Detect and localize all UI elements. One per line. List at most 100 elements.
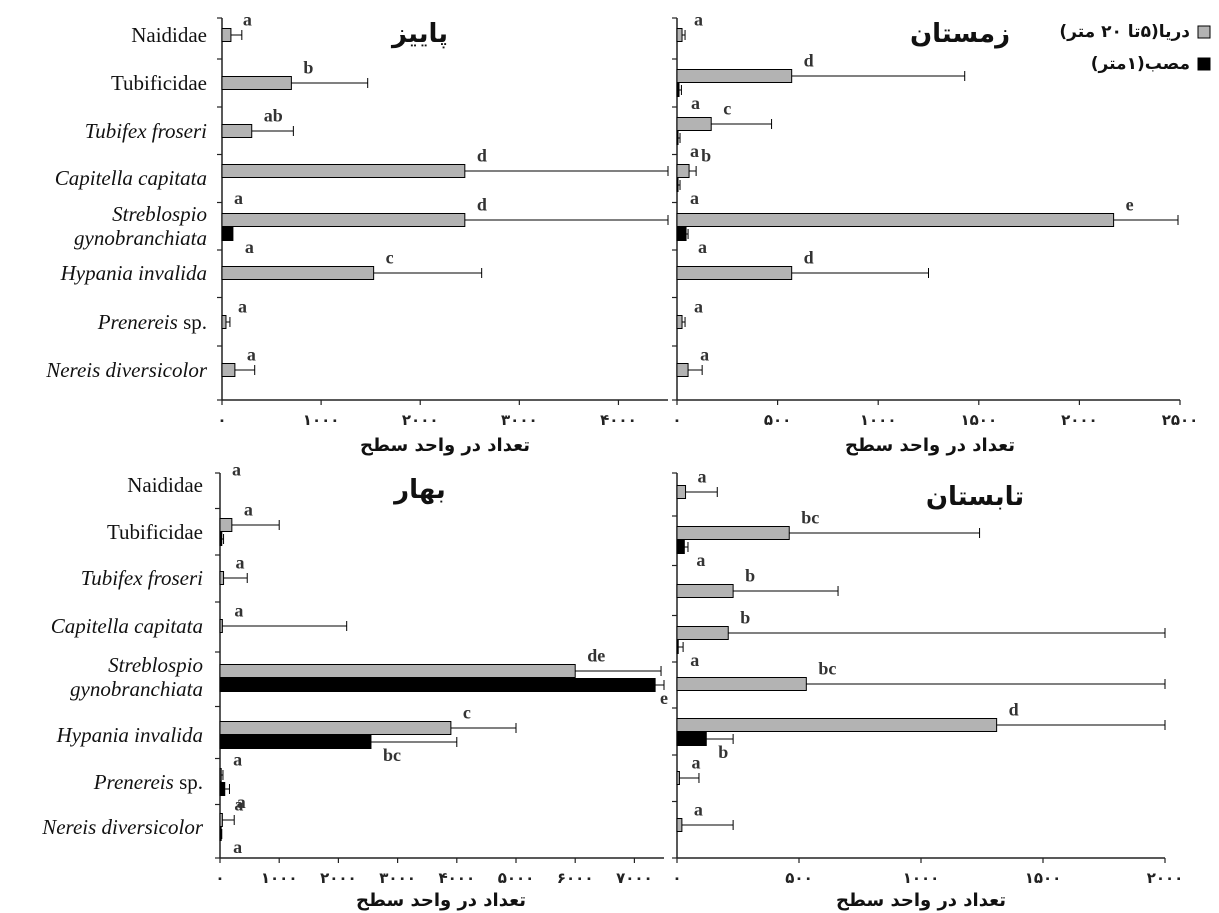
bar — [676, 315, 683, 329]
taxon-label: Naididae — [127, 473, 203, 497]
significance-letter: a — [691, 753, 700, 773]
taxon-name: Tubificidae — [111, 71, 207, 95]
taxon-label: Streblospio — [112, 202, 207, 226]
significance-letter: c — [386, 248, 394, 268]
bar — [676, 818, 683, 832]
significance-letter: a — [694, 297, 703, 317]
bar — [676, 640, 679, 654]
bar — [221, 227, 234, 241]
bar — [221, 28, 232, 42]
bar — [221, 164, 466, 178]
bar — [676, 227, 687, 241]
significance-letter: a — [694, 800, 703, 820]
x-tick-label: ۴۰۰۰ — [600, 411, 637, 429]
taxon-suffix: sp. — [178, 310, 207, 334]
taxon-name: Hypania invalida — [60, 261, 207, 285]
significance-letter: a — [690, 650, 699, 670]
taxon-label: Tubifex froseri — [81, 566, 203, 590]
taxon-label: Tubificidae — [111, 71, 207, 95]
significance-letter: a — [243, 10, 252, 30]
significance-letter: a — [236, 553, 245, 573]
bar — [676, 584, 734, 598]
taxon-name: Prenereis — [97, 310, 178, 334]
significance-letter: a — [233, 837, 242, 857]
bar — [219, 532, 223, 546]
significance-letter: b — [718, 742, 728, 762]
significance-letter: b — [303, 58, 313, 78]
significance-letter: d — [477, 195, 487, 215]
bar — [219, 813, 223, 827]
taxon-label: Prenereis sp. — [97, 310, 207, 334]
taxon-label: Prenereis sp. — [93, 770, 203, 794]
significance-letter: a — [690, 188, 699, 208]
significance-letter: a — [244, 500, 253, 520]
bar — [676, 540, 685, 554]
significance-letter: de — [587, 646, 605, 666]
x-tick-label: ۰ — [217, 411, 226, 429]
x-tick-label: ۱۰۰۰ — [903, 869, 940, 887]
bar — [219, 678, 656, 692]
significance-letter: ab — [264, 106, 283, 126]
x-tick-label: ۱۵۰۰ — [1025, 869, 1062, 887]
x-tick-label: ۵۰۰ — [785, 869, 812, 887]
legend-swatch — [1197, 57, 1211, 71]
taxon-label: Capitella capitata — [51, 614, 203, 638]
x-tick-label: ۲۵۰۰ — [1162, 411, 1199, 429]
significance-letter: a — [700, 345, 709, 365]
bar — [676, 28, 683, 42]
bar — [676, 266, 793, 280]
taxon-name: Nereis diversicolor — [45, 358, 208, 382]
x-axis-label: تعداد در واحد سطح — [360, 435, 530, 456]
panel-title: زمستان — [910, 19, 1010, 49]
bar — [219, 619, 223, 633]
panel-title: بهار — [392, 475, 446, 505]
taxon-name: Tubificidae — [107, 520, 203, 544]
bar — [221, 315, 227, 329]
x-tick-label: ۱۰۰۰ — [261, 869, 298, 887]
taxon-label: Hypania invalida — [60, 261, 207, 285]
significance-letter: a — [238, 297, 247, 317]
taxon-name: Tubifex froseri — [85, 119, 207, 143]
bar — [221, 266, 375, 280]
bar — [676, 363, 689, 377]
taxon-name: Hypania invalida — [56, 723, 203, 747]
x-axis-label: تعداد در واحد سطح — [356, 890, 526, 911]
panel-1: ۰ ۱۰۰۰ ۲۰۰۰ ۳۰۰۰ ۴۰۰۰ پاییز تعداد در واحد سطح a… — [217, 10, 669, 456]
taxon-name: Naididae — [127, 473, 203, 497]
taxon-label: Nereis diversicolor — [41, 815, 204, 839]
significance-letter: d — [1009, 700, 1019, 720]
bar — [219, 518, 233, 532]
taxon-label: Tubificidae — [107, 520, 203, 544]
x-axis-label: تعداد در واحد سطح — [845, 435, 1015, 456]
panel-title: تابستان — [926, 482, 1024, 512]
bar — [676, 69, 793, 83]
bar — [221, 124, 253, 138]
taxa-labels-2: Naididae Tubificidae Tubifex froseri Capite… — [41, 473, 204, 839]
x-tick-label: ۷۰۰۰ — [616, 869, 653, 887]
bar — [676, 771, 680, 785]
panel-3: ۰ ۱۰۰۰ ۲۰۰۰ ۳۰۰۰ ۴۰۰۰ ۵۰۰۰ ۶۰۰۰ ۷۰۰۰ بهار تعداد د… — [215, 460, 668, 911]
bar — [676, 213, 1115, 227]
taxon-label: Nereis diversicolor — [45, 358, 208, 382]
bar — [221, 363, 236, 377]
significance-letter: a — [233, 750, 242, 770]
taxon-name: Capitella capitata — [51, 614, 203, 638]
bar — [219, 571, 225, 585]
bar — [219, 827, 222, 841]
x-tick-label: ۱۰۰۰ — [860, 411, 897, 429]
significance-letter: b — [740, 608, 750, 628]
significance-letter: a — [698, 237, 707, 257]
bar — [676, 83, 680, 97]
x-tick-label: ۲۰۰۰ — [402, 411, 439, 429]
bar — [219, 735, 372, 749]
panel-2: ۰ ۵۰۰ ۱۰۰۰ ۱۵۰۰ ۲۰۰۰ ۲۵۰۰ زمستان تعداد در واحد … — [672, 10, 1199, 456]
taxon-name: Tubifex froseri — [81, 566, 203, 590]
taxon-label: Naididae — [131, 23, 207, 47]
bar — [219, 721, 452, 735]
significance-letter: e — [660, 688, 668, 708]
significance-letter: b — [745, 566, 755, 586]
taxon-label: Streblospio — [108, 653, 203, 677]
legend-swatch — [1197, 25, 1211, 39]
significance-letter: c — [723, 99, 731, 119]
